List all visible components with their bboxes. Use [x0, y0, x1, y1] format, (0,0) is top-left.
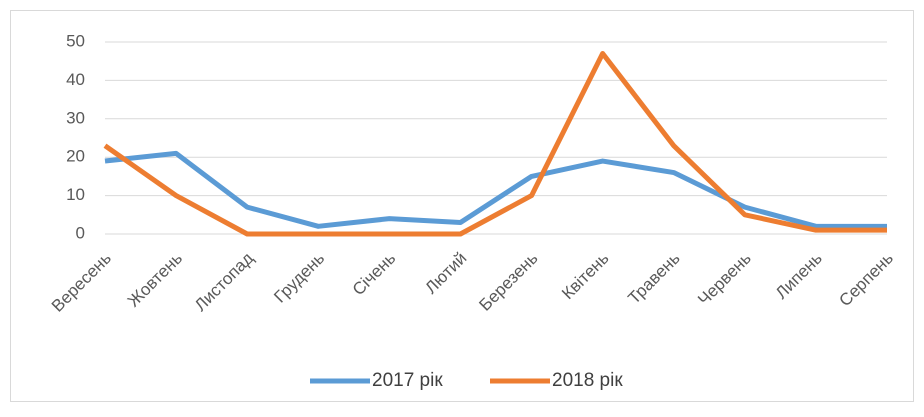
y-tick-label: 40: [66, 70, 85, 89]
legend-label: 2018 рік: [552, 370, 623, 391]
y-tick-label: 50: [66, 31, 85, 50]
y-tick-label: 30: [66, 108, 85, 127]
data-line: [104, 150, 887, 229]
y-tick-label: 0: [76, 223, 85, 242]
y-tick-label: 20: [66, 147, 85, 166]
y-tick-label: 10: [66, 185, 85, 204]
data-line: [103, 51, 887, 237]
chart-frame: [10, 10, 914, 402]
legend-label: 2017 рік: [372, 370, 443, 391]
